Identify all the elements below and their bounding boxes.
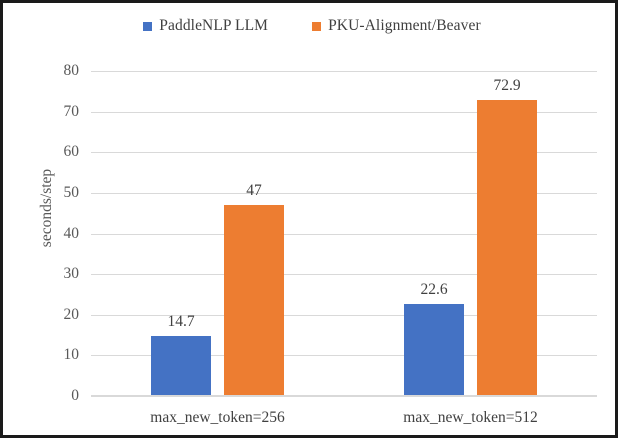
y-axis-tick-label: 80 — [63, 62, 80, 79]
x-axis-category-label: max_new_token=256 — [150, 409, 285, 426]
gridline — [91, 274, 597, 276]
y-axis-tick-label: 50 — [63, 183, 80, 201]
bar[interactable] — [477, 99, 537, 396]
gridline — [91, 396, 597, 397]
plot-area: 14.7 47 22.6 72.9 — [91, 71, 597, 397]
bar-value-label: 22.6 — [420, 281, 448, 299]
bar-value-label: 72.9 — [493, 76, 521, 94]
gridline — [91, 152, 597, 154]
gridline — [91, 192, 597, 194]
bar[interactable] — [404, 304, 464, 396]
bar-value-label: 14.7 — [167, 313, 195, 331]
y-axis-tick-label: 10 — [63, 346, 80, 364]
legend-entry-paddlenlp-llm[interactable]: PaddleNLP LLM — [143, 17, 268, 35]
y-axis-tick-label: 70 — [63, 102, 80, 120]
x-axis-labels: max_new_token=256 max_new_token=512 — [91, 403, 597, 435]
bar[interactable] — [151, 336, 211, 396]
y-axis-tick-label: 40 — [63, 224, 80, 242]
y-axis-tick-label: 20 — [63, 305, 80, 323]
legend-entry-pku-alignment-beaver[interactable]: PKU-Alignment/Beaver — [312, 17, 481, 35]
legend-swatch-icon-series-2 — [312, 21, 322, 31]
y-axis-ticks: 0 10 20 30 40 50 60 70 80 — [3, 62, 615, 404]
gridline — [91, 355, 597, 357]
bar[interactable] — [224, 205, 284, 396]
bar-value-label: 47 — [246, 182, 262, 200]
legend-swatch-icon-series-1 — [143, 21, 153, 31]
legend-label-series-1: PaddleNLP LLM — [159, 17, 269, 34]
gridline — [91, 314, 597, 316]
y-axis-tick-label: 0 — [71, 387, 79, 404]
chart-legend: PaddleNLP LLM PKU-Alignment/Beaver — [3, 17, 615, 35]
legend-label-series-2: PKU-Alignment/Beaver — [328, 17, 481, 34]
gridline — [91, 71, 597, 72]
y-axis-tick-label: 30 — [63, 265, 80, 283]
gridline — [91, 233, 597, 235]
gridline — [91, 111, 597, 113]
y-axis-tick-label: 60 — [63, 143, 80, 161]
x-axis-category-label: max_new_token=512 — [403, 409, 538, 426]
x-axis-line — [91, 395, 597, 396]
